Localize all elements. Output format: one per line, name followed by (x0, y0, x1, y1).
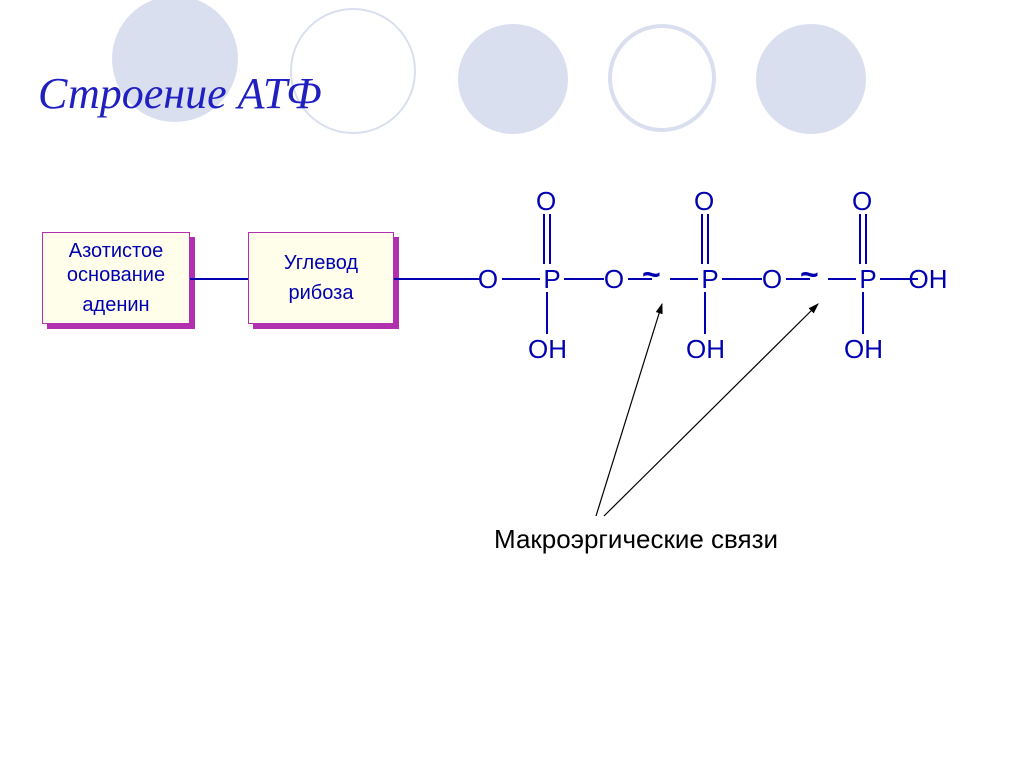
annotation-label: Макроэргические связи (494, 524, 778, 555)
ribose-label-1: Углевод (249, 251, 393, 275)
atom-P: P (846, 264, 890, 295)
atom-O: O (694, 186, 714, 217)
atom-P: P (688, 264, 732, 295)
adenine-label-3: аденин (43, 293, 189, 317)
ribose-box: Углевод рибоза (248, 232, 394, 324)
atom-OH: OH (528, 334, 567, 365)
bond-v (862, 292, 864, 334)
atom-O: O (466, 264, 510, 295)
macroergic-bond-icon: ~ (642, 256, 661, 293)
atom-O: O (536, 186, 556, 217)
atom-OH: OH (844, 334, 883, 365)
adenine-label-1: Азотистое (43, 239, 189, 263)
atom-OH: OH (906, 264, 950, 295)
ribose-label-2: рибоза (249, 281, 393, 305)
atom-O: O (852, 186, 872, 217)
bg-circle-5 (756, 24, 866, 134)
adenine-box: Азотистое основание аденин (42, 232, 190, 324)
slide-title: Строение АТФ (38, 68, 322, 119)
bond-h (190, 278, 248, 280)
adenine-label-2: основание (43, 263, 189, 287)
atom-O: O (750, 264, 794, 295)
atom-P: P (530, 264, 574, 295)
bond-v (546, 292, 548, 334)
bg-circle-4 (608, 24, 716, 132)
bond-v (704, 292, 706, 334)
bg-circle-3 (458, 24, 568, 134)
atom-OH: OH (686, 334, 725, 365)
macroergic-bond-icon: ~ (800, 256, 819, 293)
atom-O: O (592, 264, 636, 295)
